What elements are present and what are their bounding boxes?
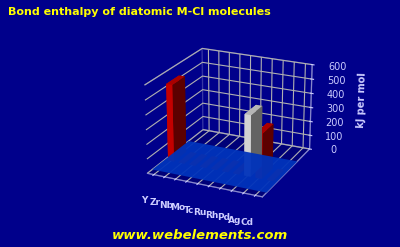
Text: www.webelements.com: www.webelements.com [112, 229, 288, 242]
Text: Bond enthalpy of diatomic M-Cl molecules: Bond enthalpy of diatomic M-Cl molecules [8, 7, 271, 17]
